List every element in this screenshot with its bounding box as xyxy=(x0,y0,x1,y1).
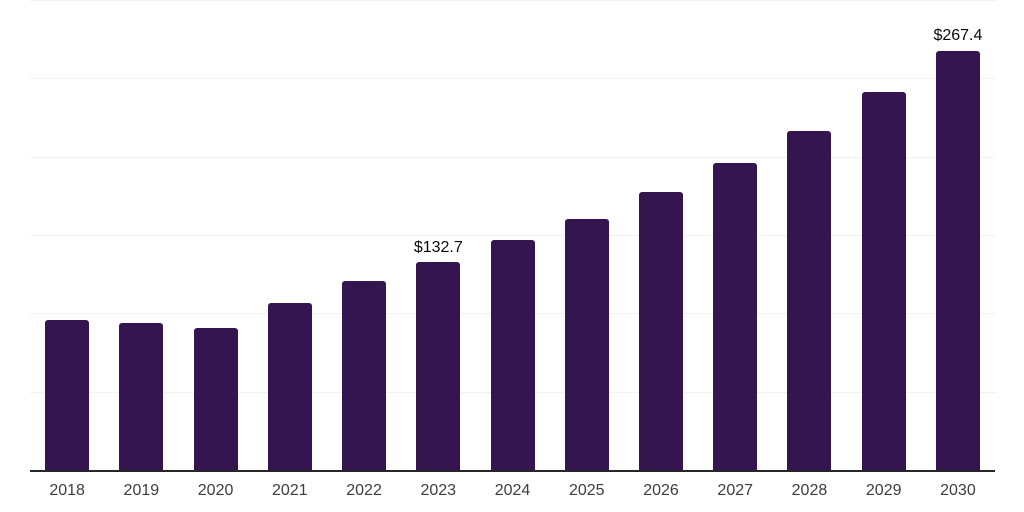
x-axis: 2018 2019 2020 2021 2022 2023 2024 2025 2026 2027… xyxy=(30,481,995,501)
x-tick-label-2022: 2022 xyxy=(346,482,382,499)
bar-group-2020 xyxy=(178,0,252,470)
bar-group-2019 xyxy=(104,0,178,470)
bars-row: $132.7 $267.4 xyxy=(30,0,995,470)
bar-group-2029 xyxy=(847,0,921,470)
bar-2020 xyxy=(193,327,238,470)
bar-2019 xyxy=(119,322,164,470)
bar-2022 xyxy=(342,280,387,470)
gridline-300 xyxy=(30,0,995,1)
bar-2028 xyxy=(787,131,832,470)
bar-2021 xyxy=(267,302,312,470)
x-tick-label-2029: 2029 xyxy=(865,482,902,499)
bar-2018 xyxy=(45,319,90,470)
bar-2030 xyxy=(935,51,980,470)
bar-2029 xyxy=(861,92,906,470)
plot-area: $132.7 $267.4 xyxy=(30,0,995,472)
gridline-150 xyxy=(30,235,995,236)
bar-group-2024 xyxy=(475,0,549,470)
bar-2023 xyxy=(416,262,461,470)
x-tick-label-2024: 2024 xyxy=(494,482,531,499)
bar-group-2025 xyxy=(550,0,624,470)
bar-group-2018 xyxy=(30,0,104,470)
x-tick-label-2027: 2027 xyxy=(717,482,754,499)
x-tick-label-2026: 2026 xyxy=(643,482,679,499)
bar-group-2022 xyxy=(327,0,401,470)
x-tick-label-2021: 2021 xyxy=(272,482,308,499)
bar-group-2021 xyxy=(253,0,327,470)
bar-group-2027 xyxy=(698,0,772,470)
x-tick-label-2023: 2023 xyxy=(420,482,457,499)
x-tick-label-2030: 2030 xyxy=(940,482,976,499)
bar-group-2026 xyxy=(624,0,698,470)
bar-value-label-2023: $132.7 xyxy=(413,238,463,256)
bar-2025 xyxy=(564,218,609,470)
bar-2024 xyxy=(490,240,535,470)
x-tick-label-2025: 2025 xyxy=(568,482,605,499)
bar-group-2030: $267.4 xyxy=(921,0,995,470)
x-tick-label-2019: 2019 xyxy=(123,482,160,499)
bar-2026 xyxy=(638,192,683,470)
bar-2027 xyxy=(713,163,758,470)
bar-group-2023: $132.7 xyxy=(401,0,475,470)
gridline-200 xyxy=(30,156,995,158)
bar-group-2028 xyxy=(772,0,846,470)
bar-value-label-2030: $267.4 xyxy=(933,27,983,45)
x-tick-label-2020: 2020 xyxy=(197,482,234,499)
x-tick-label-2018: 2018 xyxy=(49,482,85,499)
x-tick-label-2028: 2028 xyxy=(791,482,828,499)
gridline-250 xyxy=(30,78,995,80)
